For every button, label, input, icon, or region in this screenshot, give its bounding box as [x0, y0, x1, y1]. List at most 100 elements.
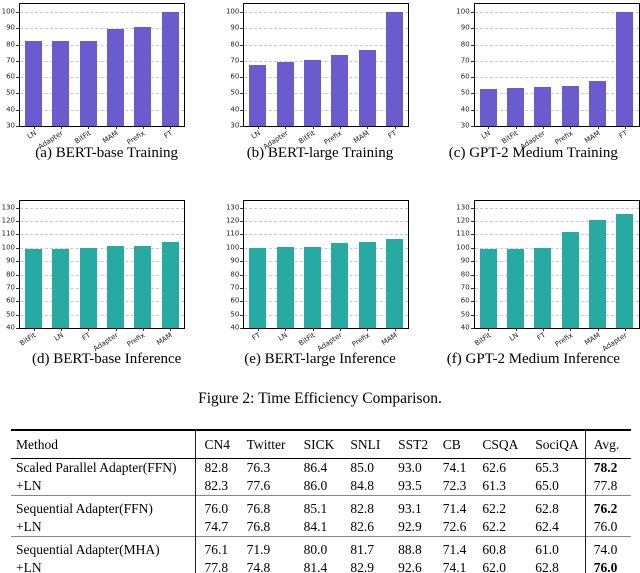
y-tick-mark — [470, 44, 474, 46]
bar-bitfit — [79, 40, 97, 126]
x-tick-mark — [542, 328, 544, 331]
table-row: Scaled Parallel Adapter(FFN) 82.8 76.3 86.4… — [11, 458, 631, 477]
bar-ft — [616, 12, 634, 126]
bar-ln — [479, 89, 497, 126]
x-tick-mark — [570, 328, 572, 331]
y-tick-mark — [240, 12, 244, 14]
column-header-method: Method — [11, 430, 197, 459]
cell-value: 74.1 — [442, 460, 467, 475]
bar-ft — [534, 247, 552, 328]
bar-ln — [52, 249, 70, 328]
y-tick-mark — [16, 287, 19, 289]
y-tick-mark — [240, 274, 244, 276]
y-tick-label: 120 — [225, 216, 240, 225]
x-tick-mark — [624, 328, 626, 331]
gridline — [244, 12, 409, 14]
x-tick-mark — [488, 126, 490, 129]
y-tick-mark — [16, 93, 19, 95]
x-tick-label: MAM — [379, 331, 399, 348]
y-tick-label: 50 — [6, 88, 15, 97]
gridline — [244, 221, 409, 223]
y-tick-mark — [470, 109, 474, 111]
cell-value: 72.3 — [442, 478, 467, 493]
gridline — [20, 77, 184, 79]
cell-method: +LN — [11, 559, 197, 573]
y-tick-label: 30 — [230, 121, 240, 130]
x-tick-mark — [61, 126, 62, 129]
plot-area: 30 40 50 60 70 80 90 100 LN Adapter BitFit MAM Prefi… — [2, 3, 185, 151]
cell-value: 84.1 — [303, 519, 328, 534]
bar-ft — [249, 247, 267, 328]
y-tick-label: 90 — [460, 23, 470, 32]
gridline — [20, 28, 184, 30]
bar-bitfit — [25, 249, 43, 328]
cell-value: 76.8 — [246, 519, 271, 534]
bars-group — [475, 4, 639, 126]
cell-value: 92.6 — [398, 560, 422, 573]
column-header-twitter: Twitter — [238, 430, 296, 459]
x-tick-label: MAM — [100, 129, 120, 146]
gridline — [244, 77, 409, 79]
bar-ft — [386, 12, 404, 126]
cell-value: 84.8 — [350, 478, 374, 493]
bar-ln — [249, 64, 267, 126]
y-tick-label: 90 — [460, 256, 470, 265]
cell-value: 62.8 — [527, 495, 586, 518]
y-tick-mark — [470, 207, 474, 209]
gridline — [244, 261, 409, 263]
gridline — [474, 287, 639, 289]
bar-bitfit — [304, 60, 322, 126]
bar-mam — [358, 49, 376, 126]
gridline — [20, 109, 184, 111]
gridline — [244, 60, 409, 62]
figure-2-inference-charts: 40 50 60 70 80 90 100 110 120 130 BitFit LN FT Adapte… — [0, 200, 640, 380]
chart-bert-large-training: 30 40 50 60 70 80 90 100 LN Adapter BitFit Prefix MA… — [213, 3, 426, 195]
x-tick-mark — [33, 328, 35, 331]
y-tick-mark — [470, 314, 474, 316]
gridline — [474, 301, 639, 303]
gridline — [474, 60, 639, 62]
column-header-csqa: CSQA — [474, 430, 528, 459]
y-tick-label: 70 — [230, 56, 240, 65]
gridline — [244, 109, 409, 111]
x-tick-label: MAM — [582, 129, 602, 146]
y-tick-mark — [16, 60, 19, 62]
x-tick-mark — [257, 126, 259, 129]
y-tick-label: 30 — [6, 121, 15, 130]
gridline — [474, 12, 639, 14]
x-tick-label: MAM — [352, 129, 372, 146]
gridline — [474, 44, 639, 46]
bar-bitfit — [507, 88, 525, 126]
gridline — [244, 274, 409, 276]
y-tick-label: 130 — [1, 203, 15, 212]
x-tick-mark — [339, 126, 341, 129]
cell-value: 71.9 — [238, 536, 296, 559]
column-header-sociqa: SociQA — [527, 430, 586, 459]
y-tick-mark — [240, 261, 244, 263]
y-tick-mark — [16, 328, 19, 329]
x-tick-label: LN — [52, 331, 65, 343]
x-tick-label: Adapter — [91, 331, 120, 354]
column-header-sick: SICK — [295, 430, 343, 459]
gridline — [474, 109, 639, 111]
y-tick-label: 90 — [230, 256, 240, 265]
x-tick-mark — [515, 126, 517, 129]
y-tick-label: 70 — [460, 56, 470, 65]
cell-method: +LN — [11, 477, 197, 496]
y-tick-label: 90 — [230, 23, 240, 32]
chart-caption: (b) BERT-large Training — [246, 145, 394, 161]
cell-value: 71.4 — [434, 536, 475, 559]
y-tick-label: 100 — [456, 243, 470, 252]
plot-area: 40 50 60 70 80 90 100 110 120 130 BitFit LN FT Prefix… — [456, 200, 640, 353]
cell-value: 71.4 — [434, 495, 475, 518]
cell-method: Sequential Adapter(MHA) — [11, 536, 197, 559]
cell-value: 76.0 — [195, 495, 239, 518]
y-tick-mark — [470, 261, 474, 263]
x-tick-label: LN — [25, 129, 38, 141]
x-tick-label: Prefix — [553, 331, 575, 349]
bar-mam — [386, 239, 404, 328]
y-tick-mark — [240, 234, 244, 236]
x-tick-label: FT — [617, 129, 629, 141]
x-tick-label: LN — [249, 129, 262, 141]
x-tick-mark — [570, 126, 572, 129]
